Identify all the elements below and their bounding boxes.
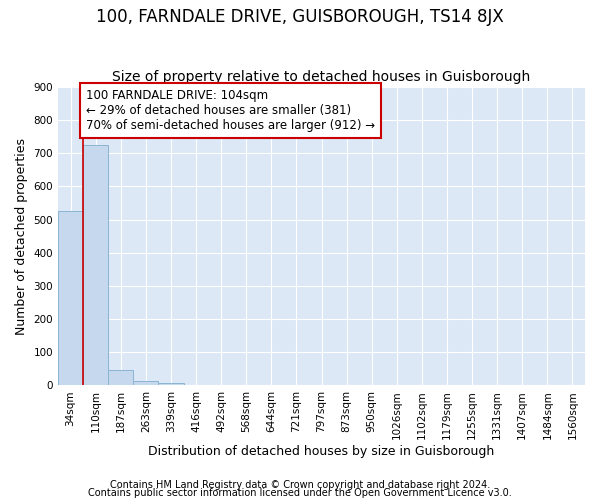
Bar xyxy=(133,382,158,386)
Text: Contains public sector information licensed under the Open Government Licence v3: Contains public sector information licen… xyxy=(88,488,512,498)
Text: 100, FARNDALE DRIVE, GUISBOROUGH, TS14 8JX: 100, FARNDALE DRIVE, GUISBOROUGH, TS14 8… xyxy=(96,8,504,26)
Bar xyxy=(108,370,133,386)
X-axis label: Distribution of detached houses by size in Guisborough: Distribution of detached houses by size … xyxy=(148,444,494,458)
Title: Size of property relative to detached houses in Guisborough: Size of property relative to detached ho… xyxy=(112,70,530,85)
Text: 100 FARNDALE DRIVE: 104sqm
← 29% of detached houses are smaller (381)
70% of sem: 100 FARNDALE DRIVE: 104sqm ← 29% of deta… xyxy=(86,88,375,132)
Bar xyxy=(158,382,184,386)
Bar xyxy=(58,212,83,386)
Text: Contains HM Land Registry data © Crown copyright and database right 2024.: Contains HM Land Registry data © Crown c… xyxy=(110,480,490,490)
Y-axis label: Number of detached properties: Number of detached properties xyxy=(15,138,28,334)
Bar xyxy=(83,145,108,386)
